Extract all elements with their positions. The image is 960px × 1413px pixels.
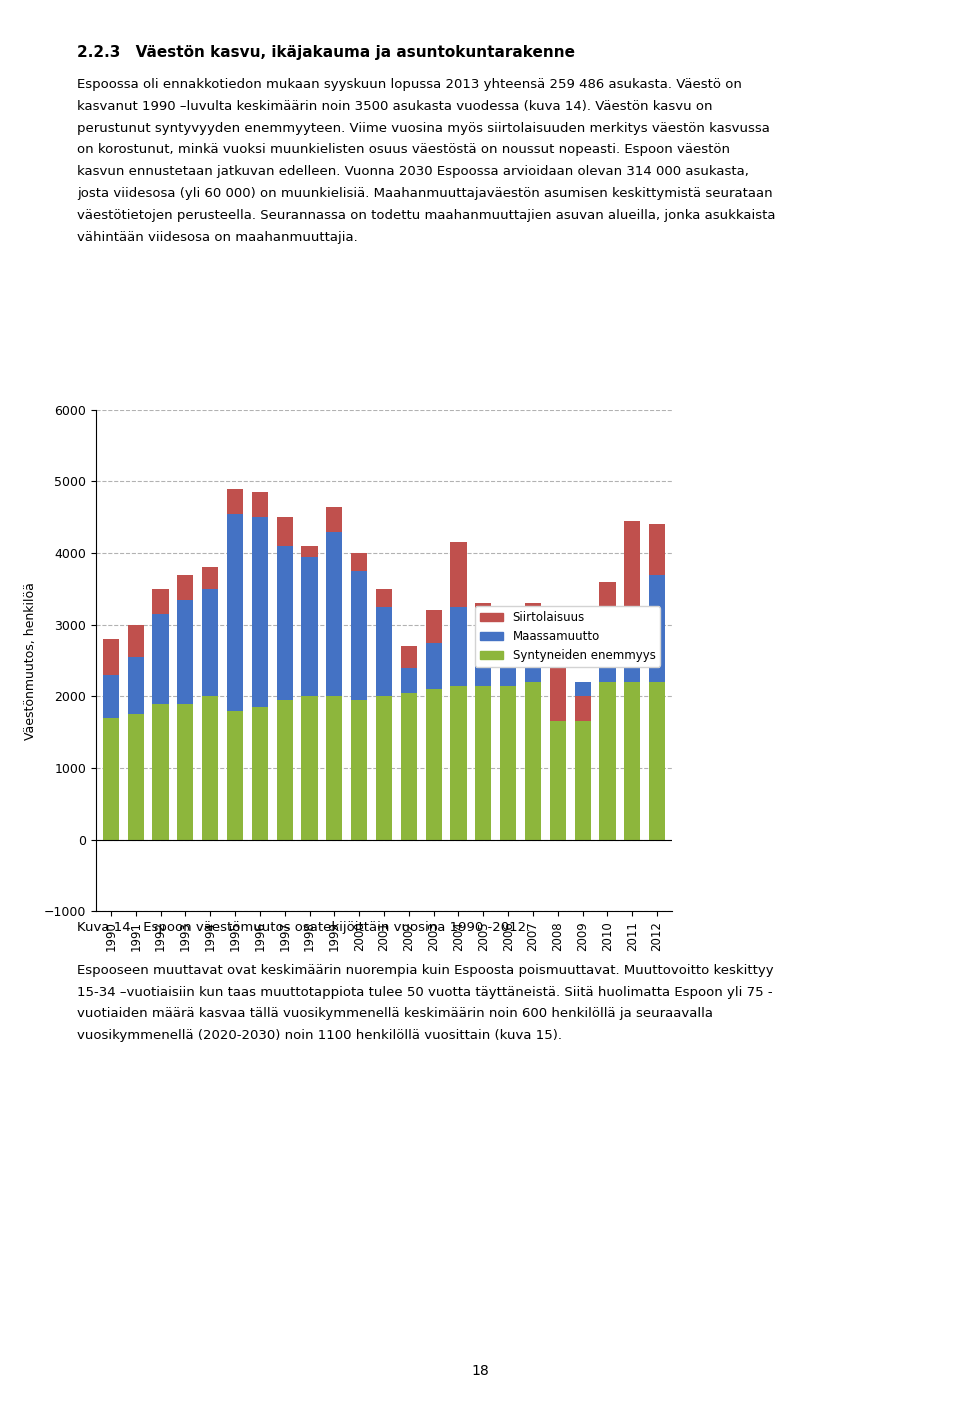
Bar: [301, 545, 318, 557]
Bar: [351, 571, 368, 699]
Bar: [326, 506, 343, 531]
Bar: [227, 489, 243, 514]
Text: väestötietojen perusteella. Seurannassa on todettu maahanmuuttajien asuvan aluei: väestötietojen perusteella. Seurannassa …: [77, 209, 776, 222]
Bar: [103, 718, 119, 839]
Bar: [128, 625, 144, 657]
Bar: [624, 521, 640, 617]
Bar: [599, 682, 615, 839]
Legend: Siirtolaisuus, Maassamuutto, Syntyneiden enemmyys: Siirtolaisuus, Maassamuutto, Syntyneiden…: [475, 606, 660, 667]
Bar: [649, 682, 665, 839]
Bar: [400, 646, 417, 668]
Bar: [500, 606, 516, 629]
Text: perustunut syntyvyyden enemmyyteen. Viime vuosina myös siirtolaisuuden merkitys : perustunut syntyvyyden enemmyyteen. Viim…: [77, 122, 770, 134]
Bar: [574, 682, 590, 722]
Bar: [525, 625, 541, 682]
Bar: [203, 568, 218, 589]
Bar: [301, 697, 318, 839]
Bar: [326, 531, 343, 697]
Bar: [153, 704, 169, 839]
Bar: [649, 575, 665, 682]
Bar: [252, 492, 268, 517]
Text: vuotiaiden määrä kasvaa tällä vuosikymmenellä keskimäärin noin 600 henkilöllä ja: vuotiaiden määrä kasvaa tällä vuosikymme…: [77, 1007, 712, 1020]
Bar: [624, 617, 640, 682]
Bar: [376, 589, 392, 606]
Bar: [550, 678, 565, 839]
Bar: [203, 589, 218, 697]
Text: Espooseen muuttavat ovat keskimäärin nuorempia kuin Espoosta poismuuttavat. Muut: Espooseen muuttavat ovat keskimäärin nuo…: [77, 964, 774, 976]
Text: 15-34 –vuotiaisiin kun taas muuttotappiota tulee 50 vuotta täyttäneistä. Siitä h: 15-34 –vuotiaisiin kun taas muuttotappio…: [77, 986, 773, 999]
Text: 18: 18: [471, 1364, 489, 1378]
Bar: [574, 682, 590, 839]
Bar: [599, 582, 615, 632]
Bar: [450, 606, 467, 685]
Bar: [203, 697, 218, 839]
Text: vuosikymmenellä (2020-2030) noin 1100 henkilöllä vuosittain (kuva 15).: vuosikymmenellä (2020-2030) noin 1100 he…: [77, 1029, 562, 1043]
Bar: [649, 524, 665, 575]
Text: on korostunut, minkä vuoksi muunkielisten osuus väestöstä on noussut nopeasti. E: on korostunut, minkä vuoksi muunkieliste…: [77, 143, 730, 157]
Text: vähintään viidesosa on maahanmuuttajia.: vähintään viidesosa on maahanmuuttajia.: [77, 232, 357, 244]
Bar: [624, 682, 640, 839]
Bar: [500, 685, 516, 839]
Text: kasvun ennustetaan jatkuvan edelleen. Vuonna 2030 Espoossa arvioidaan olevan 314: kasvun ennustetaan jatkuvan edelleen. Vu…: [77, 165, 749, 178]
Bar: [400, 692, 417, 839]
Bar: [153, 615, 169, 704]
Bar: [178, 599, 194, 704]
Bar: [599, 632, 615, 682]
Bar: [425, 610, 442, 643]
Bar: [500, 629, 516, 685]
Bar: [227, 514, 243, 711]
Bar: [227, 711, 243, 839]
Bar: [450, 685, 467, 839]
Bar: [276, 545, 293, 699]
Text: kasvanut 1990 –luvulta keskimäärin noin 3500 asukasta vuodessa (kuva 14). Väestö: kasvanut 1990 –luvulta keskimäärin noin …: [77, 99, 712, 113]
Text: Espoossa oli ennakkotiedon mukaan syyskuun lopussa 2013 yhteensä 259 486 asukast: Espoossa oli ennakkotiedon mukaan syysku…: [77, 78, 742, 90]
Bar: [376, 697, 392, 839]
Bar: [103, 675, 119, 718]
Bar: [550, 678, 565, 722]
Bar: [475, 636, 492, 685]
Text: josta viidesosa (yli 60 000) on muunkielisiä. Maahanmuuttajaväestön asumisen kes: josta viidesosa (yli 60 000) on muunkiel…: [77, 188, 773, 201]
Bar: [351, 552, 368, 571]
Bar: [376, 606, 392, 697]
Bar: [301, 557, 318, 697]
Bar: [475, 603, 492, 636]
Text: Kuva 14.  Espoon väestömuutos osatekijöittäin vuosina 1990 -2012.: Kuva 14. Espoon väestömuutos osatekijöit…: [77, 921, 530, 934]
Bar: [326, 697, 343, 839]
Bar: [103, 639, 119, 675]
Bar: [128, 715, 144, 839]
Bar: [574, 697, 590, 722]
Bar: [450, 543, 467, 606]
Bar: [425, 690, 442, 839]
Bar: [400, 668, 417, 692]
Bar: [178, 704, 194, 839]
Bar: [475, 685, 492, 839]
Bar: [550, 653, 565, 722]
Bar: [525, 682, 541, 839]
Bar: [276, 699, 293, 839]
Bar: [178, 575, 194, 599]
Bar: [425, 643, 442, 690]
Bar: [128, 657, 144, 715]
Bar: [351, 699, 368, 839]
Bar: [252, 517, 268, 706]
Bar: [525, 603, 541, 625]
Y-axis label: Väestönmuutos, henkilöä: Väestönmuutos, henkilöä: [24, 582, 36, 739]
Bar: [252, 706, 268, 839]
Bar: [276, 517, 293, 545]
Text: 2.2.3 Väestön kasvu, ikäjakauma ja asuntokuntarakenne: 2.2.3 Väestön kasvu, ikäjakauma ja asunt…: [77, 45, 575, 61]
Bar: [153, 589, 169, 615]
